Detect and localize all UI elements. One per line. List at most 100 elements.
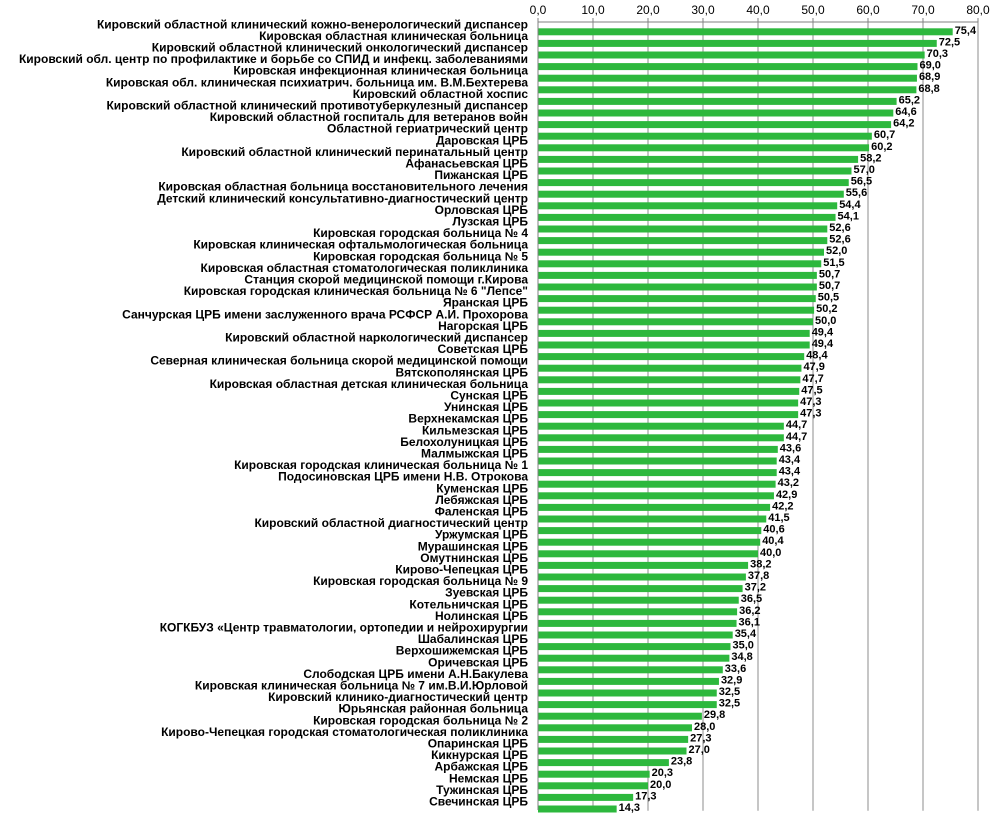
category-label: Пижанская ЦРБ [434,168,528,182]
bar [538,480,776,488]
bar [538,86,917,94]
bar [538,295,816,303]
x-tick-label: 80,0 [966,3,990,17]
bar [538,515,767,523]
bar [538,306,815,314]
value-label: 52,0 [826,245,847,257]
bar [538,74,917,82]
value-label: 37,2 [745,582,766,594]
category-label: Детский клинический консультативно-диагн… [157,191,528,205]
category-label: Арбажская ЦРБ [434,760,528,774]
value-label: 64,6 [895,106,916,118]
category-labels: Кировский областной клинический кожно-ве… [19,17,528,808]
value-label: 36,2 [739,605,760,617]
category-label: Кировский клинико-диагностический центр [268,690,528,704]
bar [538,596,739,604]
bar [538,213,836,221]
bar [538,654,730,662]
value-label: 42,2 [772,500,793,512]
category-label: Яранская ЦРБ [443,296,528,310]
bar [538,411,799,419]
category-label: Немская ЦРБ [449,771,528,785]
value-label: 17,3 [635,790,656,802]
bar [538,260,822,268]
category-label: Кильмезская ЦРБ [422,423,528,437]
category-label: Опаринская ЦРБ [428,737,529,751]
bar [538,701,717,709]
bar [538,585,743,593]
category-label: Кировская областная стоматологическая по… [201,261,529,275]
category-label: Кирово-Чепецкая ЦРБ [395,563,528,577]
bar [538,225,828,233]
bar [538,329,810,337]
value-label: 49,4 [812,326,834,338]
category-label: Областной гериатрический центр [327,122,528,136]
category-label: Санчурская ЦРБ имени заслуженного врача … [122,307,528,321]
category-label: Кировская областная клиническая больница [259,29,528,43]
value-label: 27,0 [689,744,710,756]
category-label: Малмыжская ЦРБ [421,447,528,461]
bar [538,457,777,465]
bar [538,735,689,743]
value-label: 34,8 [731,651,752,663]
value-label: 50,7 [819,280,840,292]
value-label: 38,2 [750,558,771,570]
value-label: 65,2 [899,94,920,106]
value-label: 35,4 [735,628,757,640]
bar [538,237,828,245]
bar [538,527,762,535]
category-label: Нагорская ЦРБ [438,319,528,333]
value-label: 37,8 [748,570,769,582]
value-label: 27,3 [690,732,711,744]
value-label: 43,2 [778,477,799,489]
x-tick-label: 50,0 [801,3,825,17]
category-label: Белохолуницкая ЦРБ [400,435,528,449]
category-label: Подосиновская ЦРБ имени Н.В. Отрокова [278,470,528,484]
bar [538,492,774,500]
bar [538,132,872,140]
bar [538,573,746,581]
bar [538,538,761,546]
value-label: 40,6 [763,524,784,536]
category-label: Кировский областной госпиталь для ветера… [210,110,528,124]
category-label: Фаленская ЦРБ [435,505,529,519]
value-label: 47,7 [802,373,823,385]
bar [538,97,897,105]
category-label: Кировский областной клинический кожно-ве… [97,17,528,31]
value-label: 58,2 [860,152,881,164]
x-tick-label: 20,0 [636,3,660,17]
bar [538,805,617,813]
category-label: Свечинская ЦРБ [429,795,528,809]
value-label: 32,5 [719,698,740,710]
bar [538,793,634,801]
category-label: Лузская ЦРБ [452,215,528,229]
value-label: 43,4 [779,454,801,466]
value-label: 68,8 [918,83,939,95]
x-axis-ticks: 0,0 10,0 20,0 30,0 40,0 50,0 60,0 70,0 80,0 [530,3,990,22]
bar [538,353,805,361]
category-label: Слободская ЦРБ имени А.Н.Бакулева [303,667,528,681]
value-label: 50,2 [816,303,837,315]
x-tick-label: 60,0 [856,3,880,17]
value-label: 51,5 [823,257,844,269]
value-label: 35,0 [733,640,754,652]
value-label: 60,7 [874,129,895,141]
category-label: Кировская городская клиническая больница… [234,458,528,472]
x-tick-label: 30,0 [691,3,715,17]
category-label: Верхнекамская ЦРБ [408,412,528,426]
bar [538,202,838,210]
bar [538,712,702,720]
bar [538,643,731,651]
category-label: Нолинская ЦРБ [435,609,528,623]
bar [538,561,749,569]
value-label: 48,4 [806,350,828,362]
category-label: Кировская городская больница № 5 [313,249,528,263]
category-label: Зуевская ЦРБ [445,586,528,600]
bar [538,109,894,117]
category-label: Кировский областной клинический онкологи… [152,41,528,55]
bar [538,434,784,442]
value-label: 68,9 [919,71,940,83]
bar [538,747,687,755]
category-label: Тужинская ЦРБ [436,783,528,797]
